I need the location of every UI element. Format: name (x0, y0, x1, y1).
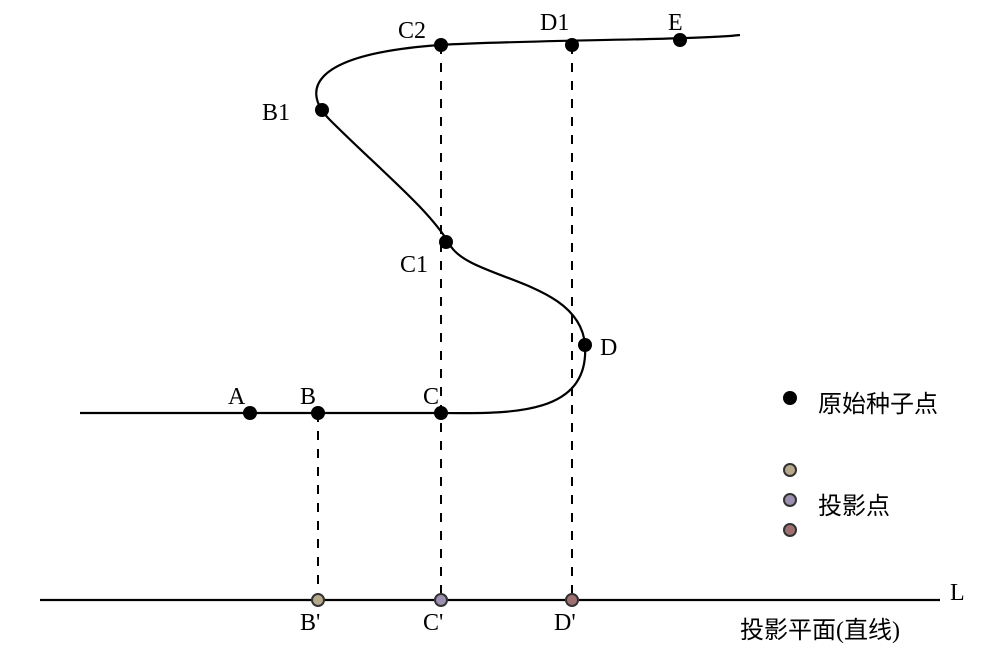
label-B1: B1 (262, 100, 290, 127)
legend-seed-label: 原始种子点 (818, 384, 938, 419)
label-B: B (300, 384, 316, 411)
label-D: D (600, 335, 617, 362)
seed-point-C1 (439, 235, 453, 249)
label-C2: C2 (398, 18, 426, 45)
diagram-canvas (0, 0, 1000, 661)
seed-point-B1 (315, 103, 329, 117)
legend-proj-dot-1 (783, 463, 797, 477)
projection-point-Dp (565, 593, 579, 607)
label-C1: C1 (400, 252, 428, 279)
seed-point-D (578, 338, 592, 352)
label-proj_plane: 投影平面(直线) (740, 610, 900, 645)
seed-point-D1 (565, 38, 579, 52)
dashed-lines (318, 45, 572, 600)
label-Cp: C' (423, 610, 443, 637)
label-Bp: B' (300, 610, 320, 637)
seed-point-C2 (434, 38, 448, 52)
s-curve (80, 35, 740, 413)
label-D1: D1 (540, 10, 569, 37)
legend-seed-dot (783, 391, 797, 405)
label-Dp: D' (554, 610, 576, 637)
legend-proj-dot-2 (783, 493, 797, 507)
label-A: A (228, 384, 245, 411)
legend-proj-dot-3 (783, 523, 797, 537)
legend-proj-label: 投影点 (818, 486, 890, 521)
label-C: C (423, 384, 439, 411)
label-L: L (950, 580, 965, 607)
label-E: E (668, 10, 683, 37)
projection-point-Bp (311, 593, 325, 607)
projection-point-Cp (434, 593, 448, 607)
